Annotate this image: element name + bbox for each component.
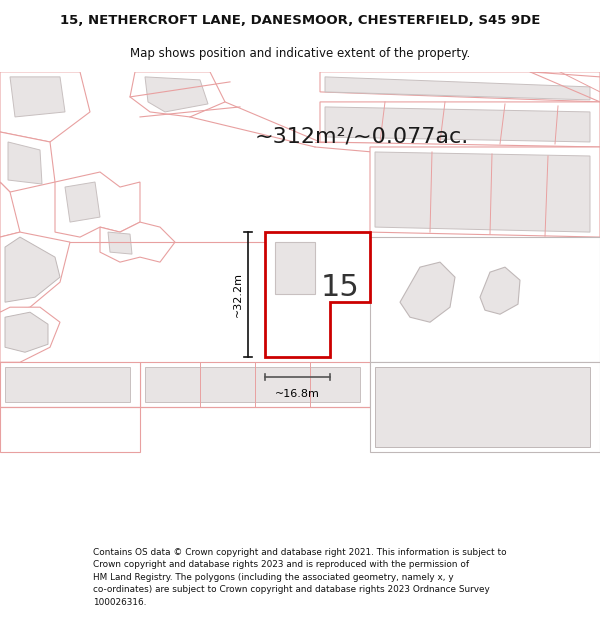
Text: 15: 15 [320, 272, 359, 302]
Polygon shape [0, 132, 55, 192]
Polygon shape [480, 267, 520, 314]
Polygon shape [370, 237, 600, 362]
Polygon shape [325, 77, 590, 100]
Polygon shape [8, 142, 42, 184]
Polygon shape [325, 107, 590, 142]
Text: ~312m²/~0.077ac.: ~312m²/~0.077ac. [255, 127, 469, 147]
Polygon shape [0, 408, 140, 452]
Polygon shape [0, 308, 60, 362]
Polygon shape [5, 312, 48, 352]
Polygon shape [145, 368, 360, 402]
Text: ~32.2m: ~32.2m [233, 272, 243, 317]
Polygon shape [5, 368, 130, 402]
Polygon shape [0, 232, 70, 312]
Text: 15, NETHERCROFT LANE, DANESMOOR, CHESTERFIELD, S45 9DE: 15, NETHERCROFT LANE, DANESMOOR, CHESTER… [60, 14, 540, 27]
Polygon shape [265, 232, 370, 358]
Polygon shape [320, 102, 600, 147]
Polygon shape [65, 182, 100, 222]
Text: Map shows position and indicative extent of the property.: Map shows position and indicative extent… [130, 48, 470, 61]
Polygon shape [55, 172, 140, 237]
Polygon shape [400, 262, 455, 322]
Polygon shape [530, 72, 600, 77]
Polygon shape [375, 152, 590, 232]
Polygon shape [5, 237, 60, 302]
Polygon shape [275, 242, 315, 294]
Polygon shape [130, 72, 225, 117]
Polygon shape [370, 362, 600, 452]
Polygon shape [0, 182, 20, 237]
Polygon shape [0, 72, 90, 142]
Polygon shape [108, 232, 132, 254]
Polygon shape [0, 362, 140, 408]
Polygon shape [140, 362, 370, 408]
Text: Contains OS data © Crown copyright and database right 2021. This information is : Contains OS data © Crown copyright and d… [93, 548, 507, 606]
Text: ~16.8m: ~16.8m [275, 389, 320, 399]
Polygon shape [100, 222, 175, 262]
Polygon shape [145, 77, 208, 112]
Polygon shape [320, 72, 600, 102]
Polygon shape [375, 368, 590, 448]
Polygon shape [370, 147, 600, 237]
Polygon shape [10, 77, 65, 117]
